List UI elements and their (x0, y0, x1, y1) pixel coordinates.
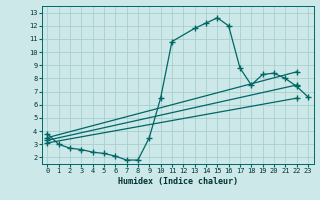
X-axis label: Humidex (Indice chaleur): Humidex (Indice chaleur) (118, 177, 237, 186)
